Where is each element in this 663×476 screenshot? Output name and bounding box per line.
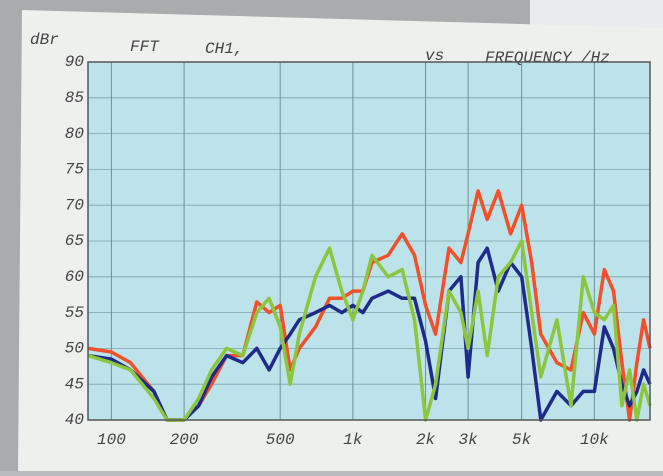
x-tick-label: 500 xyxy=(266,431,295,449)
y-axis-label: dBr xyxy=(30,31,59,49)
y-tick-label: 80 xyxy=(65,125,85,143)
title-channel: CH1, xyxy=(205,40,243,58)
title-fft: FFT xyxy=(130,38,160,56)
y-tick-label: 75 xyxy=(65,161,85,179)
x-tick-label: 3k xyxy=(458,431,478,449)
page: dBr FFT CH1, vs FREQUENCY /Hz 4045505560… xyxy=(0,0,663,471)
y-tick-label: 55 xyxy=(65,304,85,322)
y-tick-label: 40 xyxy=(65,411,85,429)
x-tick-label: 2k xyxy=(416,431,436,449)
x-tick-label: 100 xyxy=(97,431,126,449)
y-tick-label: 85 xyxy=(65,89,85,107)
y-tick-label: 65 xyxy=(65,232,85,250)
y-tick-label: 50 xyxy=(65,340,85,358)
chart: dBr FFT CH1, vs FREQUENCY /Hz 4045505560… xyxy=(0,0,663,471)
y-tick-label: 45 xyxy=(65,375,85,393)
y-tick-label: 70 xyxy=(65,196,85,214)
x-tick-label: 1k xyxy=(343,431,363,449)
x-tick-label: 10k xyxy=(580,431,609,449)
title-frequency: FREQUENCY /Hz xyxy=(485,49,610,67)
x-tick-label: 200 xyxy=(170,431,199,449)
y-tick-label: 90 xyxy=(65,53,85,71)
x-tick-label: 5k xyxy=(512,431,532,449)
y-tick-label: 60 xyxy=(65,268,85,286)
